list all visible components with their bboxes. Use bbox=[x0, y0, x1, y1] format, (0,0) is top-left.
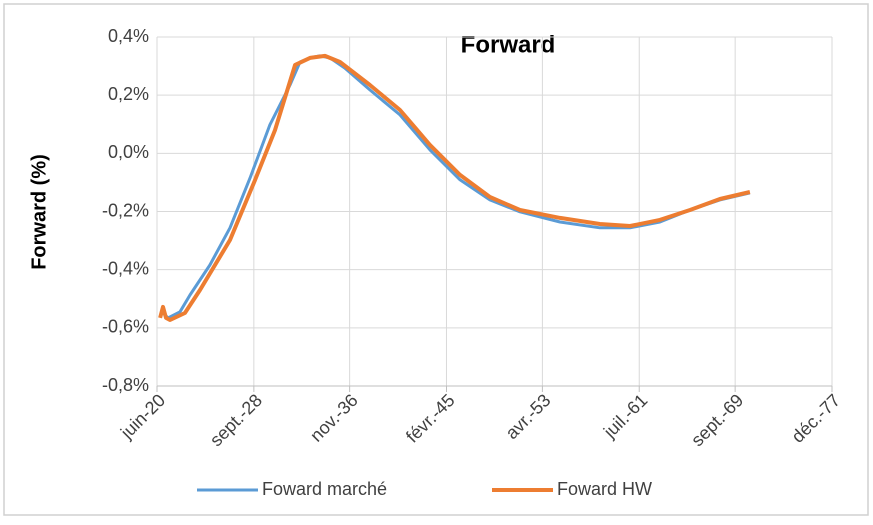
y-axis-label: Forward (%) bbox=[28, 154, 50, 270]
chart-title: Forward bbox=[461, 31, 556, 58]
y-tick-label: -0,6% bbox=[102, 317, 149, 337]
series-line bbox=[158, 53, 751, 322]
y-tick-label: -0,4% bbox=[102, 258, 149, 278]
y-tick-label: 0,0% bbox=[108, 142, 149, 162]
legend-label: Foward marché bbox=[262, 479, 387, 499]
chart-frame bbox=[3, 3, 869, 516]
y-tick-label: -0,2% bbox=[102, 200, 149, 220]
legend-label: Foward HW bbox=[557, 479, 652, 499]
y-tick-label: 0,2% bbox=[108, 84, 149, 104]
y-tick-label: -0,8% bbox=[102, 375, 149, 395]
y-tick-label: 0,4% bbox=[108, 26, 149, 46]
